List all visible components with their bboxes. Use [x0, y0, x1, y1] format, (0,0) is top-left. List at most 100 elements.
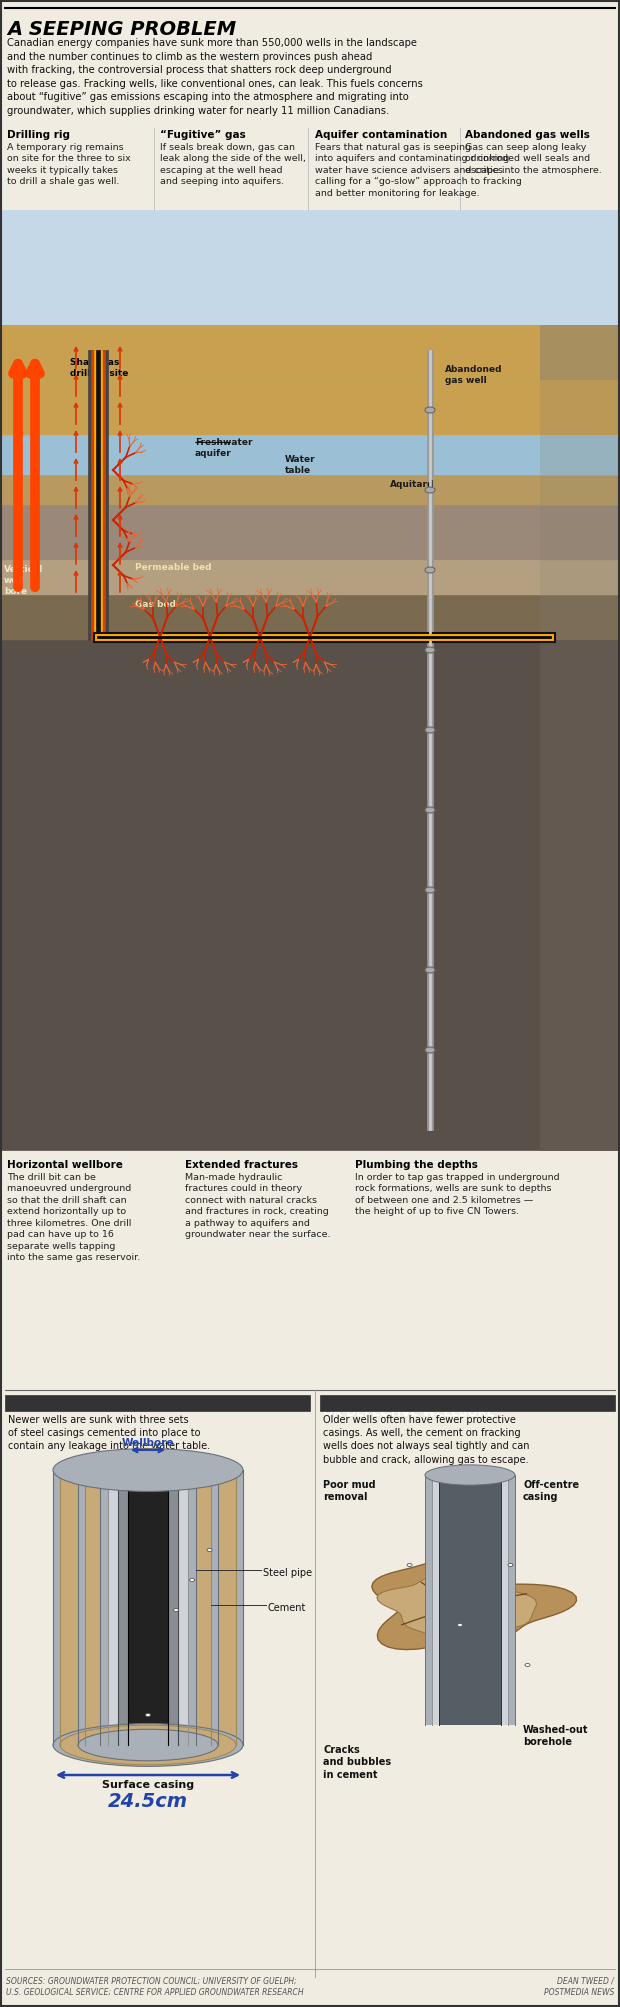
Text: Water
table: Water table [285, 456, 316, 476]
Text: Man-made hydraulic
fractures could in theory
connect with natural cracks
and fra: Man-made hydraulic fractures could in th… [185, 1172, 330, 1238]
Text: Fears that natural gas is seeping
into aquifers and contaminating drinking
water: Fears that natural gas is seeping into a… [315, 142, 522, 199]
Ellipse shape [85, 1455, 211, 1483]
Text: Aquitard: Aquitard [390, 480, 435, 490]
Text: Cement: Cement [268, 1604, 306, 1614]
Text: Wellbore: Wellbore [122, 1437, 174, 1447]
Bar [540, 560, 620, 594]
Text: Steel pipe: Steel pipe [263, 1567, 312, 1578]
Ellipse shape [190, 1578, 195, 1582]
Text: Aquifer contamination: Aquifer contamination [315, 130, 447, 140]
Bar [540, 506, 620, 560]
Text: DEAN TWEED /
POSTMEDIA NEWS: DEAN TWEED / POSTMEDIA NEWS [544, 1977, 614, 1997]
Text: 11.4cm: 11.4cm [120, 1447, 177, 1461]
Bar [540, 640, 620, 1150]
Bar [320, 1395, 615, 1411]
Text: Freshwater
aquifer: Freshwater aquifer [195, 438, 252, 458]
Bar [0, 436, 620, 476]
Bar [0, 211, 620, 325]
Text: Permeable bed: Permeable bed [135, 564, 211, 572]
Text: Off-centre
casing: Off-centre casing [523, 1479, 579, 1503]
Ellipse shape [432, 1467, 508, 1483]
Ellipse shape [78, 1455, 218, 1485]
Text: OR DEFECTIVE WELLBORE: OR DEFECTIVE WELLBORE [323, 1407, 495, 1419]
Bar [540, 476, 620, 506]
Bar [0, 640, 620, 1150]
Bar [88, 349, 108, 640]
Text: Abandoned
gas well: Abandoned gas well [445, 365, 502, 385]
Bar [429, 349, 431, 1130]
Ellipse shape [458, 1624, 463, 1626]
Ellipse shape [508, 1563, 513, 1567]
Text: Poor mud
removal: Poor mud removal [323, 1479, 376, 1503]
Text: A temporary rig remains
on site for the three to six
weeks it typically takes
to: A temporary rig remains on site for the … [7, 142, 131, 187]
Ellipse shape [425, 1048, 435, 1054]
Text: Gas bed: Gas bed [135, 600, 176, 608]
Bar [427, 349, 433, 1130]
Ellipse shape [174, 1608, 179, 1612]
Text: SOURCES: GROUNDWATER PROTECTION COUNCIL; UNIVERSITY OF GUELPH;
U.S. GEOLOGICAL S: SOURCES: GROUNDWATER PROTECTION COUNCIL;… [6, 1977, 304, 1997]
Ellipse shape [425, 727, 435, 733]
Ellipse shape [439, 1467, 501, 1481]
Ellipse shape [100, 1459, 196, 1481]
Ellipse shape [53, 1724, 243, 1766]
Text: DETERIORATING: DETERIORATING [323, 1397, 430, 1411]
Text: Abandoned gas wells: Abandoned gas wells [465, 130, 590, 140]
Bar [0, 594, 620, 640]
Bar [540, 436, 620, 476]
Bar [0, 379, 620, 436]
Text: If seals break down, gas can
leak along the side of the well,
escaping at the we: If seals break down, gas can leak along … [160, 142, 306, 187]
Bar [0, 506, 620, 560]
Text: Horizontal wellbore: Horizontal wellbore [7, 1160, 123, 1170]
Text: MODERN WELLBORE: MODERN WELLBORE [8, 1397, 143, 1411]
Bar [96, 349, 100, 640]
Ellipse shape [425, 807, 435, 813]
Text: Canadian energy companies have sunk more than 550,000 wells in the landscape
and: Canadian energy companies have sunk more… [7, 38, 423, 116]
Ellipse shape [60, 1726, 236, 1764]
Text: Extended fractures: Extended fractures [185, 1160, 298, 1170]
Text: Shale gas
drilling site: Shale gas drilling site [70, 357, 128, 377]
Ellipse shape [407, 1563, 412, 1567]
Bar [540, 325, 620, 1150]
Ellipse shape [128, 1465, 168, 1475]
Ellipse shape [60, 1451, 236, 1489]
Ellipse shape [425, 1465, 515, 1485]
Text: The drill bit can be
manoeuvred underground
so that the drill shaft can
extend h: The drill bit can be manoeuvred undergro… [7, 1172, 140, 1262]
Bar [0, 560, 620, 594]
Bar [94, 349, 102, 640]
Ellipse shape [425, 488, 435, 494]
Text: In order to tap gas trapped in underground
rock formations, wells are sunk to de: In order to tap gas trapped in undergrou… [355, 1172, 560, 1216]
Text: Cracks
and bubbles
in cement: Cracks and bubbles in cement [323, 1744, 391, 1780]
Text: 24.5cm: 24.5cm [108, 1792, 188, 1810]
Ellipse shape [53, 1449, 243, 1491]
Ellipse shape [425, 967, 435, 973]
Text: Plumbing the depths: Plumbing the depths [355, 1160, 478, 1170]
Text: Vertical
well
bore: Vertical well bore [4, 566, 43, 596]
Polygon shape [377, 1569, 536, 1642]
Ellipse shape [425, 407, 435, 413]
Bar [0, 476, 620, 506]
Polygon shape [0, 325, 620, 379]
Ellipse shape [425, 568, 435, 574]
Text: Newer wells are sunk with three sets
of steel casings cemented into place to
con: Newer wells are sunk with three sets of … [8, 1415, 210, 1451]
Bar [5, 1395, 310, 1411]
Text: Drilling rig: Drilling rig [7, 130, 70, 140]
Text: A SEEPING PROBLEM: A SEEPING PROBLEM [7, 20, 236, 38]
Bar [540, 379, 620, 436]
Ellipse shape [425, 646, 435, 652]
Ellipse shape [425, 887, 435, 893]
Bar [540, 594, 620, 640]
Ellipse shape [146, 1714, 151, 1716]
Ellipse shape [207, 1549, 212, 1551]
Text: Older wells often have fewer protective
casings. As well, the cement on fracking: Older wells often have fewer protective … [323, 1415, 529, 1465]
Ellipse shape [118, 1463, 178, 1477]
Bar [91, 349, 105, 640]
Text: Washed-out
borehole: Washed-out borehole [523, 1724, 588, 1748]
Text: “Fugitive” gas: “Fugitive” gas [160, 130, 246, 140]
Text: Surface casing: Surface casing [102, 1780, 194, 1790]
Bar [0, 325, 620, 379]
Ellipse shape [525, 1664, 530, 1666]
Text: Gas can seep along leaky
or corroded well seals and
escape into the atmosphere.: Gas can seep along leaky or corroded wel… [465, 142, 602, 175]
Ellipse shape [78, 1730, 218, 1760]
Ellipse shape [108, 1461, 188, 1479]
Polygon shape [372, 1559, 577, 1650]
